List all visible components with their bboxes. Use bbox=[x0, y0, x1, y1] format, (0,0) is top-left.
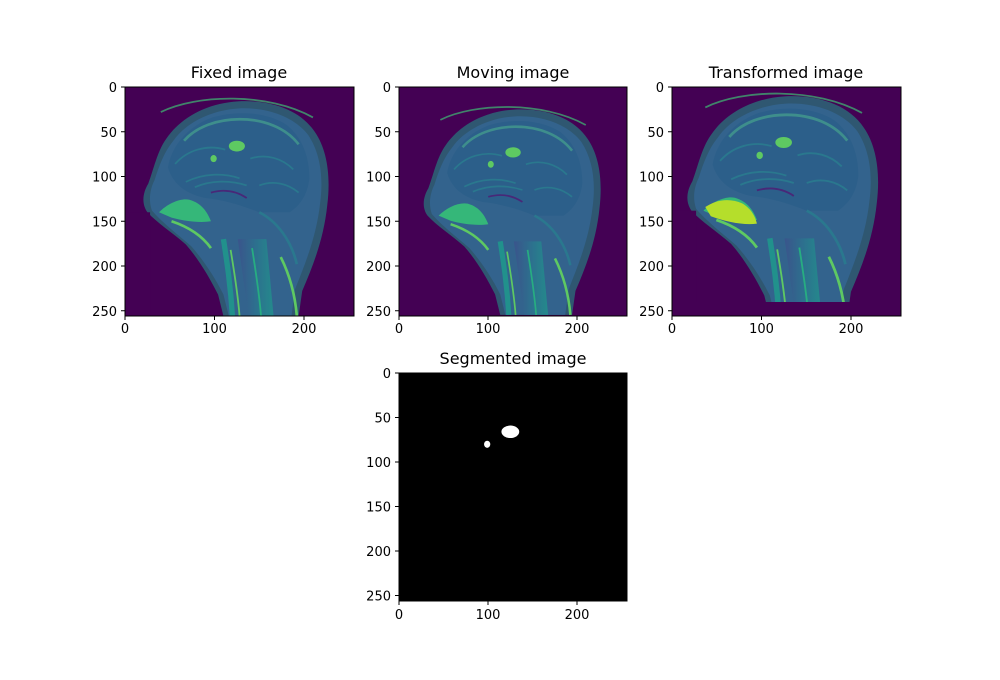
plot-frame bbox=[671, 86, 902, 317]
x-tick-label: 0 bbox=[121, 322, 129, 337]
x-tick-label: 200 bbox=[565, 322, 590, 337]
panel-title: Transformed image bbox=[708, 63, 864, 82]
x-tick-label: 200 bbox=[839, 322, 864, 337]
plot-frame bbox=[398, 86, 628, 317]
y-tick-label: 0 bbox=[383, 367, 391, 382]
panel-fixed-image: Fixed image 0 100 200 0 50 100 150 200 bbox=[92, 63, 355, 337]
x-tick-label: 0 bbox=[395, 322, 403, 337]
x-tick-label: 100 bbox=[202, 322, 227, 337]
mask-background bbox=[399, 373, 627, 601]
y-tick-label: 0 bbox=[383, 81, 391, 96]
segmentation-regions bbox=[484, 425, 520, 448]
panel-title: Segmented image bbox=[440, 349, 587, 368]
y-tick-label: 200 bbox=[366, 260, 391, 275]
tick-marks bbox=[668, 86, 852, 320]
y-tick-label: 150 bbox=[366, 215, 391, 230]
segmented-region bbox=[484, 440, 491, 448]
heatmap-image bbox=[672, 87, 901, 316]
y-tick-label: 200 bbox=[366, 545, 391, 560]
x-tick-label: 100 bbox=[749, 322, 774, 337]
plot-frame bbox=[124, 86, 355, 317]
y-tick-label: 250 bbox=[366, 305, 391, 320]
panel-title: Fixed image bbox=[191, 63, 287, 82]
heatmap-image bbox=[399, 87, 627, 316]
tick-marks bbox=[395, 86, 578, 320]
y-tick-label: 100 bbox=[366, 456, 391, 471]
heatmap-image bbox=[125, 87, 354, 316]
y-tick-label: 50 bbox=[100, 126, 117, 141]
y-tick-label: 200 bbox=[92, 260, 117, 275]
panel-title: Moving image bbox=[457, 63, 570, 82]
x-tick-label: 200 bbox=[565, 608, 590, 623]
tick-marks bbox=[395, 372, 578, 605]
y-tick-label: 50 bbox=[647, 126, 664, 141]
y-tick-label: 100 bbox=[92, 171, 117, 186]
y-tick-label: 50 bbox=[374, 412, 391, 427]
x-tick-label: 200 bbox=[292, 322, 317, 337]
y-tick-label: 250 bbox=[366, 590, 391, 605]
y-tick-label: 100 bbox=[366, 171, 391, 186]
tick-marks bbox=[121, 86, 305, 320]
y-tick-label: 250 bbox=[639, 305, 664, 320]
panel-moving-image: Moving image 0 100 200 0 50 100 150 200 … bbox=[366, 63, 628, 337]
y-tick-label: 0 bbox=[109, 81, 117, 96]
y-tick-label: 150 bbox=[92, 215, 117, 230]
panel-segmented-image: Segmented image 0 100 200 0 50 100 150 2… bbox=[366, 349, 628, 623]
y-tick-label: 150 bbox=[366, 501, 391, 516]
y-tick-label: 150 bbox=[639, 215, 664, 230]
y-tick-label: 200 bbox=[639, 260, 664, 275]
panel-transformed-image: Transformed image 0 100 200 0 50 bbox=[639, 63, 902, 337]
x-tick-label: 100 bbox=[476, 608, 501, 623]
y-tick-label: 100 bbox=[639, 171, 664, 186]
segmented-region bbox=[501, 425, 520, 439]
plot-frame bbox=[398, 372, 628, 602]
x-tick-label: 0 bbox=[668, 322, 676, 337]
y-tick-label: 250 bbox=[92, 305, 117, 320]
y-tick-label: 50 bbox=[374, 126, 391, 141]
x-tick-label: 100 bbox=[476, 322, 501, 337]
y-tick-label: 0 bbox=[656, 81, 664, 96]
x-tick-label: 0 bbox=[395, 608, 403, 623]
